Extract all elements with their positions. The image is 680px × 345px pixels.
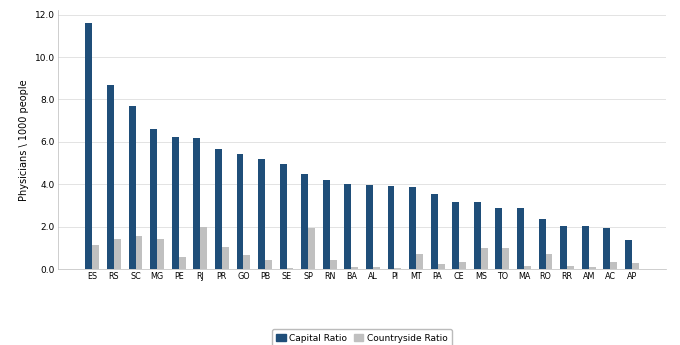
Bar [92, 245, 99, 269]
Bar [503, 248, 509, 269]
Bar [632, 263, 639, 269]
Bar [452, 202, 459, 269]
Bar [301, 174, 308, 269]
Bar [179, 257, 186, 269]
Bar [474, 202, 481, 269]
Bar [517, 208, 524, 269]
Bar [157, 239, 164, 269]
Bar [215, 149, 222, 269]
Bar [481, 248, 488, 269]
Bar [243, 255, 250, 269]
Bar [416, 254, 423, 269]
Bar [330, 259, 337, 269]
Bar [107, 85, 114, 269]
Bar [193, 138, 201, 269]
Legend: Capital Ratio, Countryside Ratio: Capital Ratio, Countryside Ratio [272, 329, 452, 345]
Bar [344, 184, 352, 269]
Bar [129, 106, 135, 269]
Bar [114, 239, 121, 269]
Bar [308, 228, 315, 269]
Y-axis label: Physicians \ 1000 people: Physicians \ 1000 people [19, 79, 29, 200]
Bar [524, 266, 531, 269]
Bar [388, 186, 394, 269]
Bar [135, 236, 142, 269]
Bar [366, 185, 373, 269]
Bar [286, 268, 294, 269]
Bar [86, 23, 92, 269]
Bar [265, 259, 272, 269]
Bar [201, 227, 207, 269]
Bar [539, 219, 545, 269]
Bar [258, 159, 265, 269]
Bar [150, 129, 157, 269]
Bar [438, 264, 445, 269]
Bar [222, 247, 228, 269]
Bar [567, 266, 574, 269]
Bar [589, 267, 596, 269]
Bar [610, 262, 617, 269]
Bar [582, 226, 589, 269]
Bar [394, 268, 401, 269]
Bar [625, 240, 632, 269]
Bar [373, 267, 380, 269]
Bar [545, 254, 552, 269]
Bar [496, 208, 503, 269]
Bar [409, 187, 416, 269]
Bar [237, 154, 243, 269]
Bar [459, 262, 466, 269]
Bar [560, 226, 567, 269]
Bar [352, 267, 358, 269]
Bar [323, 180, 330, 269]
Bar [430, 194, 438, 269]
Bar [172, 137, 179, 269]
Bar [279, 164, 286, 269]
Bar [603, 228, 610, 269]
